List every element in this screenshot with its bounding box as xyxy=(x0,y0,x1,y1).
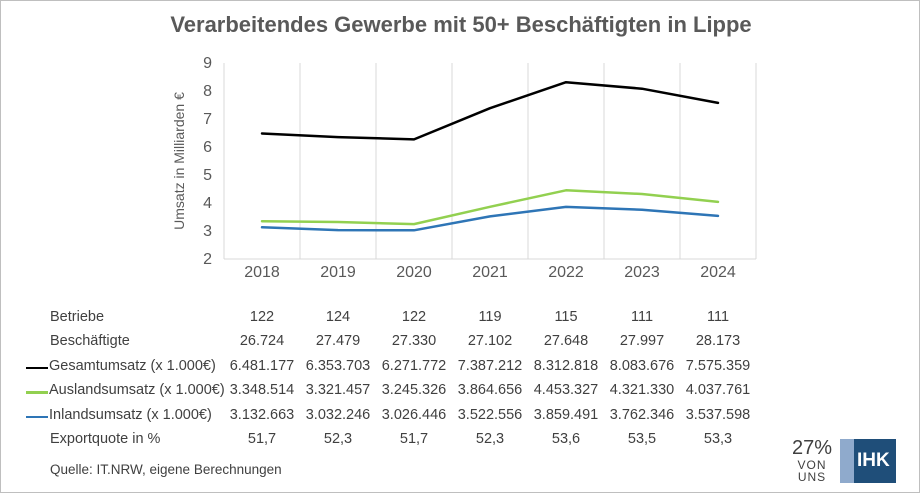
logo-brand: IHK xyxy=(857,450,890,471)
table-cell: 4.037.761 xyxy=(685,382,751,399)
table-cell: 51,7 xyxy=(399,431,429,447)
legend-key xyxy=(26,415,48,419)
y-tick-label: 6 xyxy=(203,139,212,156)
legend-key xyxy=(26,391,48,394)
series-line xyxy=(260,205,720,232)
table-cell: 3.859.491 xyxy=(533,406,599,423)
table-row-label: Gesamtumsatz (x 1.000€) xyxy=(49,357,216,374)
table-cell: 6.481.177 xyxy=(229,357,295,374)
legend-key xyxy=(26,366,48,370)
table-row-label: Inlandsumsatz (x 1.000€) xyxy=(49,406,212,423)
table-cell: 3.762.346 xyxy=(609,406,675,423)
y-tick-label: 3 xyxy=(203,223,212,240)
table-cell: 3.132.663 xyxy=(229,406,295,423)
table-cell: 6.353.703 xyxy=(305,357,371,374)
x-tick-label: 2020 xyxy=(396,264,432,281)
table-cell: 3.348.514 xyxy=(229,382,295,399)
table-cell: 7.387.212 xyxy=(457,357,523,374)
x-tick-label: 2023 xyxy=(624,264,660,281)
table-cell: 27.997 xyxy=(619,333,665,350)
table-cell: 53,3 xyxy=(703,431,733,447)
table-cell: 28.173 xyxy=(695,333,741,350)
table-cell: 3.245.326 xyxy=(381,382,447,399)
logo-box: IHK xyxy=(840,439,896,483)
ihk-logo: 27% VON UNS IHK xyxy=(786,437,896,485)
table-cell: 27.648 xyxy=(543,333,589,350)
table-cell: 3.026.446 xyxy=(381,406,447,423)
series-line xyxy=(260,80,720,141)
table-row-label: Exportquote in % xyxy=(50,431,161,447)
table-cell: 4.453.327 xyxy=(533,382,599,399)
table-cell: 122 xyxy=(401,309,427,325)
table-row-label: Betriebe xyxy=(50,309,105,325)
table-cell: 4.321.330 xyxy=(609,382,675,399)
x-tick-label: 2019 xyxy=(320,264,356,281)
y-tick-label: 9 xyxy=(203,55,212,72)
table-row-label: Beschäftigte xyxy=(50,333,130,350)
table-cell: 27.479 xyxy=(315,333,361,350)
table-cell: 8.083.676 xyxy=(609,357,675,374)
y-tick-label: 5 xyxy=(203,167,212,184)
table-cell: 111 xyxy=(706,309,730,325)
x-tick-label: 2024 xyxy=(700,264,736,281)
table-cell: 6.271.772 xyxy=(381,357,447,374)
y-axis-title: Umsatz in Milliarden € xyxy=(171,92,187,230)
x-tick-label: 2018 xyxy=(244,264,280,281)
table-cell: 3.032.246 xyxy=(305,406,371,423)
table-cell: 8.312.818 xyxy=(533,357,599,374)
table-cell: 27.102 xyxy=(467,333,513,350)
table-row-label: Auslandsumsatz (x 1.000€) xyxy=(49,382,225,399)
table-cell: 51,7 xyxy=(247,431,277,447)
logo-percent: 27% xyxy=(791,437,833,459)
table-cell: 3.864.656 xyxy=(457,382,523,399)
table-cell: 27.330 xyxy=(391,333,437,350)
series-line xyxy=(260,189,720,226)
table-cell: 122 xyxy=(249,309,275,325)
table-cell: 119 xyxy=(478,309,502,325)
table-cell: 52,3 xyxy=(323,431,353,447)
table-cell: 124 xyxy=(325,309,351,325)
table-cell: 3.321.457 xyxy=(305,382,371,399)
table-cell: 3.537.598 xyxy=(685,406,751,423)
table-cell: 52,3 xyxy=(475,431,505,447)
y-tick-label: 8 xyxy=(203,83,212,100)
y-tick-label: 7 xyxy=(203,111,212,128)
table-cell: 26.724 xyxy=(239,333,285,350)
x-tick-label: 2021 xyxy=(472,264,508,281)
table-cell: 53,5 xyxy=(627,431,657,447)
y-tick-label: 4 xyxy=(203,195,212,212)
table-cell: 7.575.359 xyxy=(685,357,751,374)
x-tick-label: 2022 xyxy=(548,264,584,281)
y-tick-label: 2 xyxy=(203,251,212,268)
table-cell: 53,6 xyxy=(551,431,581,447)
logo-slogan: 27% VON UNS xyxy=(786,437,838,485)
logo-sub: VON UNS xyxy=(797,458,827,484)
source-note: Quelle: IT.NRW, eigene Berechnungen xyxy=(50,462,282,477)
table-cell: 111 xyxy=(630,309,654,325)
table-cell: 3.522.556 xyxy=(457,406,523,423)
chart-title: Verarbeitendes Gewerbe mit 50+ Beschäfti… xyxy=(170,12,752,37)
logo-mark xyxy=(840,439,854,483)
table-cell: 115 xyxy=(554,309,578,325)
